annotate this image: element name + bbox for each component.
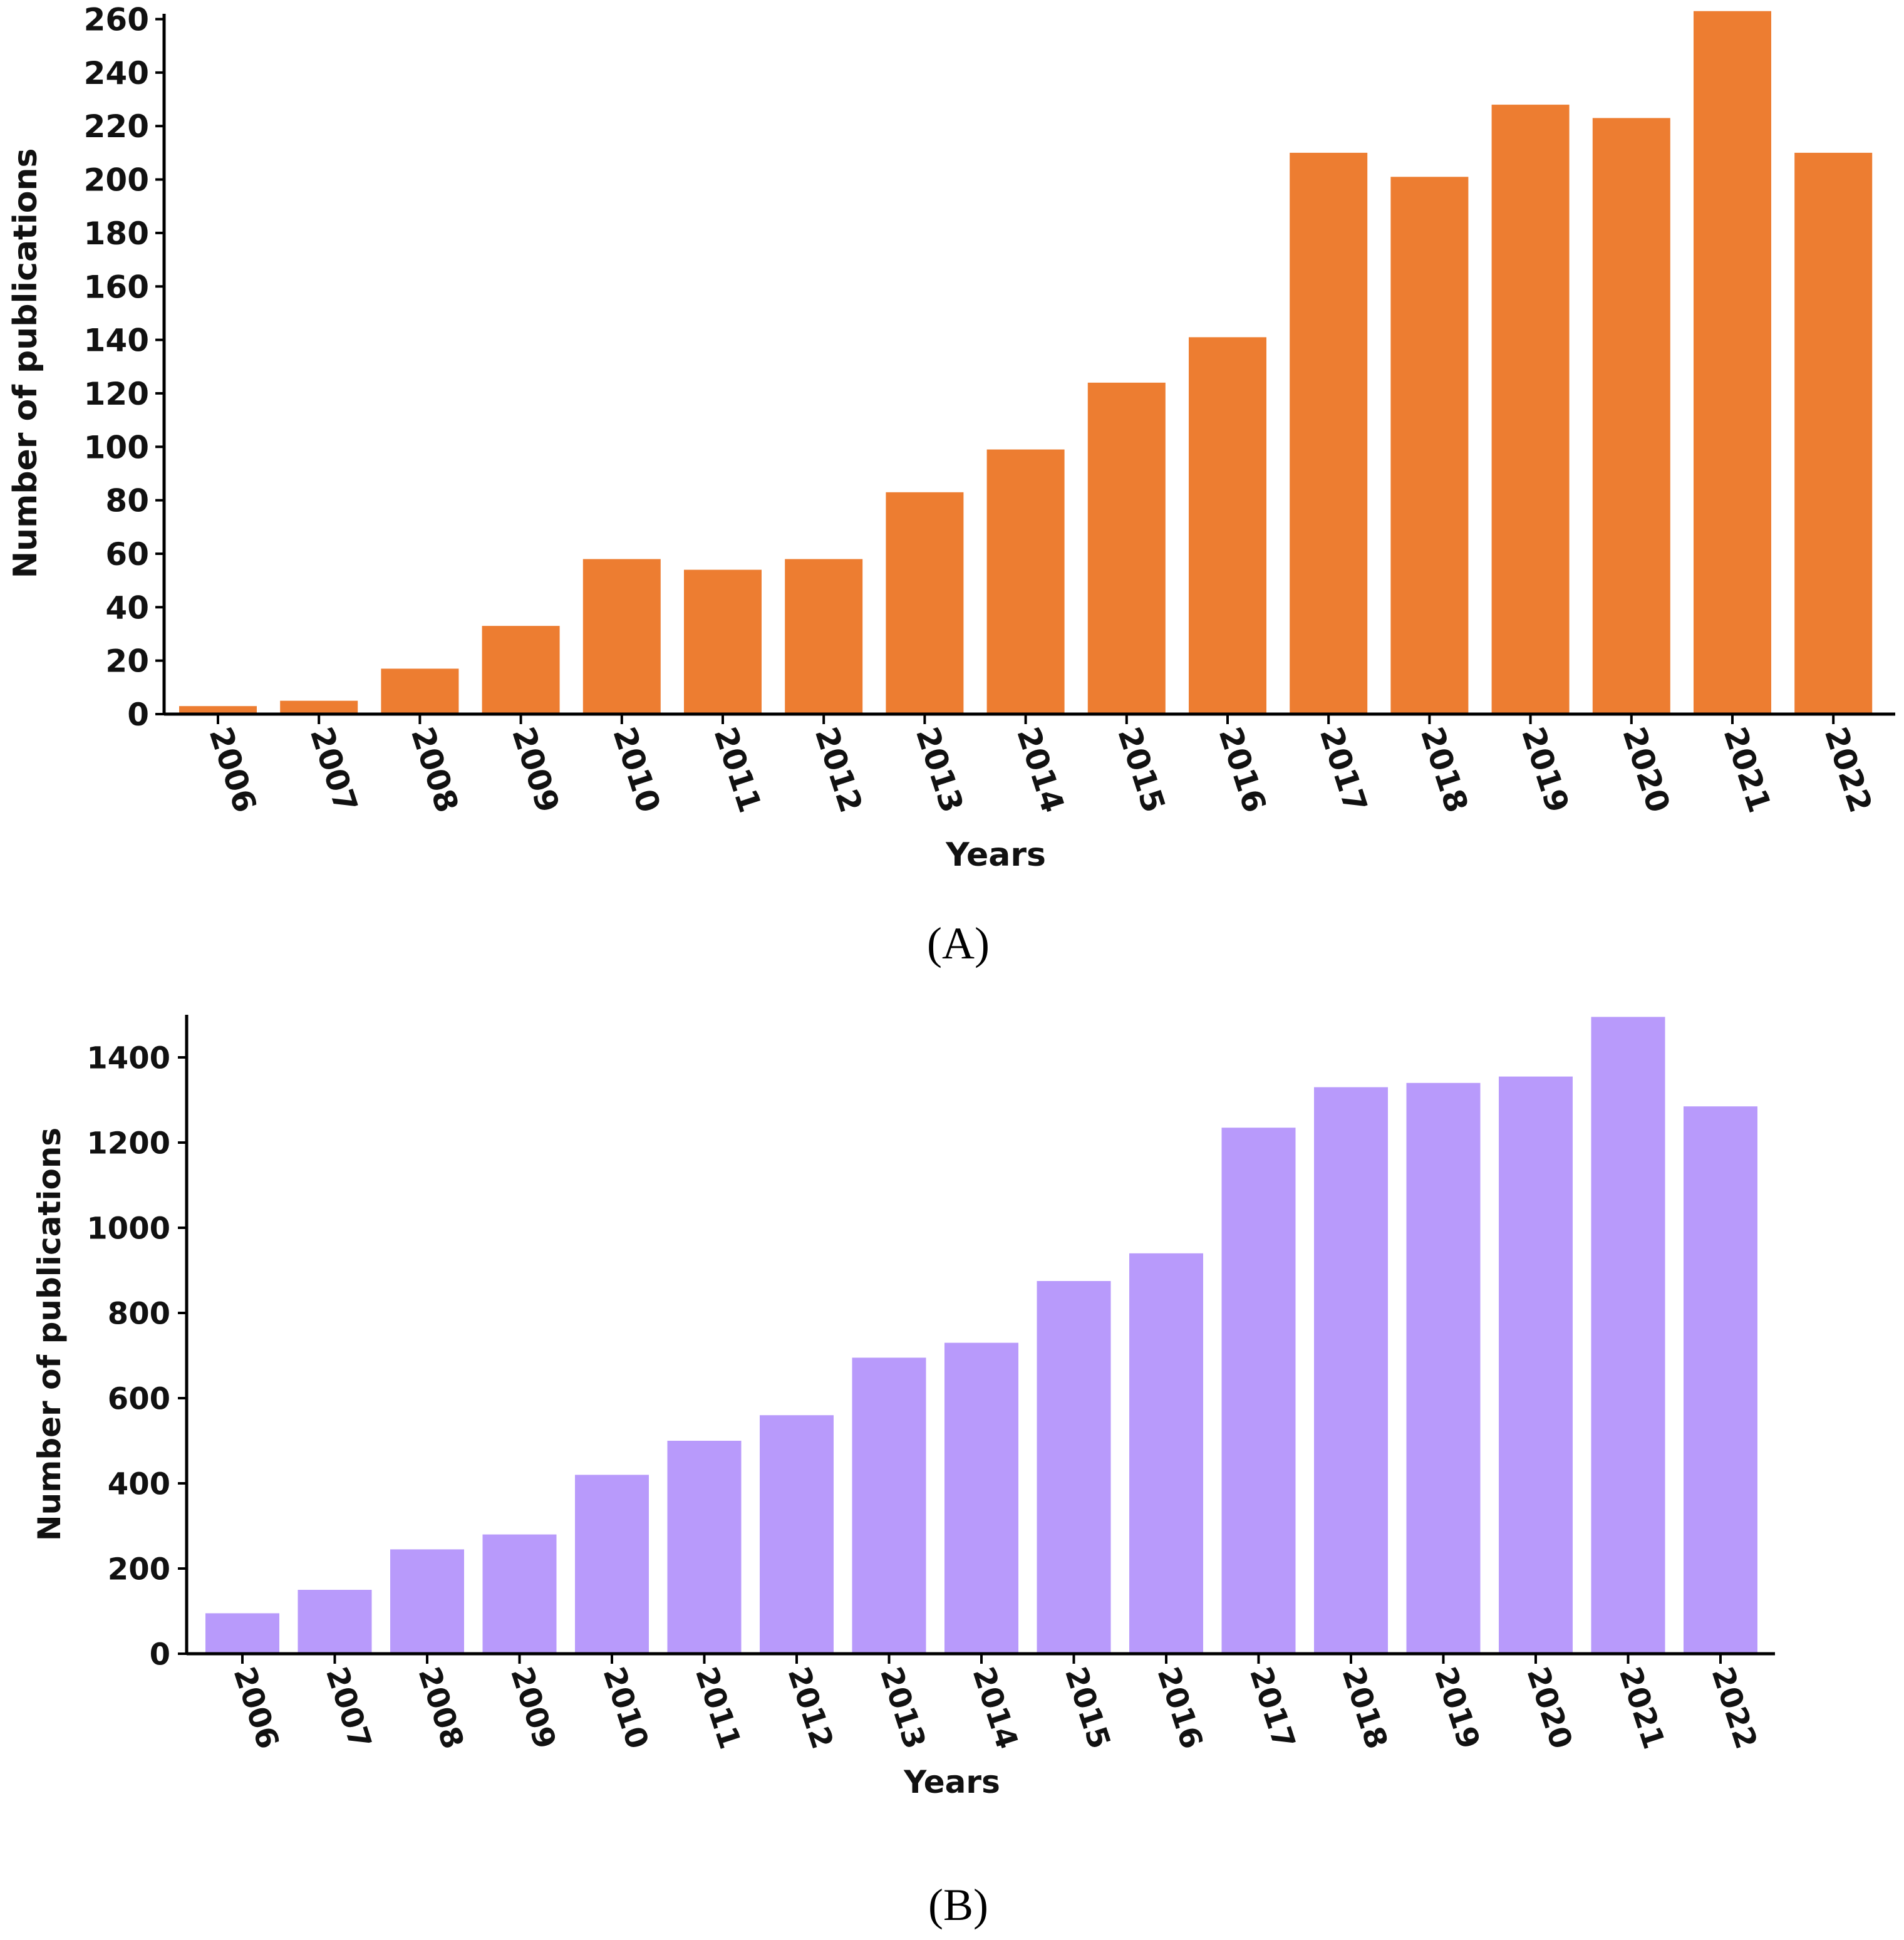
bar-a-2015 xyxy=(1087,382,1166,714)
x-tick-label-b-2022: 2022 xyxy=(1705,1662,1764,1753)
panel-label-a: (A) xyxy=(927,918,990,968)
x-tick-label-a-2006: 2006 xyxy=(202,723,264,817)
x-tick-label-a-2009: 2009 xyxy=(505,723,566,817)
bar-b-2007 xyxy=(298,1590,372,1654)
y-tick-label-a-260: 260 xyxy=(84,2,149,38)
x-tick-label-b-2012: 2012 xyxy=(781,1662,841,1753)
bar-a-2014 xyxy=(986,449,1065,714)
bar-b-2021 xyxy=(1591,1017,1665,1654)
x-tick-label-b-2013: 2013 xyxy=(873,1662,933,1753)
y-tick-label-b-800: 800 xyxy=(108,1296,170,1331)
y-tick-label-a-240: 240 xyxy=(84,55,149,91)
bar-b-2013 xyxy=(852,1357,926,1654)
x-tick-label-a-2011: 2011 xyxy=(707,723,768,817)
x-tick-label-b-2016: 2016 xyxy=(1151,1662,1210,1753)
x-tick-label-a-2019: 2019 xyxy=(1514,723,1576,817)
bar-b-2014 xyxy=(944,1342,1018,1654)
x-tick-label-b-2008: 2008 xyxy=(411,1662,471,1753)
bar-b-2019 xyxy=(1406,1082,1481,1654)
x-tick-label-a-2016: 2016 xyxy=(1212,723,1273,817)
y-tick-label-b-1400: 1400 xyxy=(86,1040,170,1076)
bar-b-2018 xyxy=(1314,1087,1388,1654)
bar-a-2013 xyxy=(886,492,964,714)
bar-b-2022 xyxy=(1684,1106,1757,1654)
bar-b-2009 xyxy=(482,1534,557,1654)
y-tick-label-a-20: 20 xyxy=(105,643,149,680)
x-tick-label-b-2019: 2019 xyxy=(1427,1662,1487,1753)
y-tick-label-a-160: 160 xyxy=(84,269,149,305)
bar-a-2007 xyxy=(280,700,358,714)
y-tick-label-a-60: 60 xyxy=(105,536,149,573)
bar-a-2009 xyxy=(482,626,560,714)
bar-a-2008 xyxy=(381,668,459,714)
bar-a-2012 xyxy=(785,559,863,714)
x-tick-label-b-2014: 2014 xyxy=(966,1662,1025,1753)
bar-a-2010 xyxy=(582,559,661,714)
y-axis-title-b: Number of publications xyxy=(31,1128,68,1541)
x-tick-label-a-2021: 2021 xyxy=(1717,723,1778,817)
y-tick-label-b-1200: 1200 xyxy=(86,1126,170,1161)
x-tick-label-a-2013: 2013 xyxy=(909,723,970,817)
x-tick-label-b-2015: 2015 xyxy=(1058,1662,1117,1753)
x-tick-label-b-2006: 2006 xyxy=(227,1662,286,1753)
x-tick-label-a-2007: 2007 xyxy=(303,723,365,817)
x-tick-label-b-2011: 2011 xyxy=(688,1662,748,1753)
x-tick-label-a-2022: 2022 xyxy=(1818,723,1879,817)
x-axis-title-b: Years xyxy=(903,1764,1000,1800)
x-tick-label-a-2020: 2020 xyxy=(1615,723,1677,817)
y-tick-label-a-180: 180 xyxy=(84,215,149,252)
bar-b-2020 xyxy=(1499,1076,1573,1654)
bar-a-2019 xyxy=(1491,105,1570,714)
bar-b-2011 xyxy=(667,1441,742,1654)
x-tick-label-b-2017: 2017 xyxy=(1243,1662,1302,1753)
y-tick-label-a-40: 40 xyxy=(105,589,149,626)
y-tick-label-b-600: 600 xyxy=(108,1381,170,1416)
x-tick-label-b-2009: 2009 xyxy=(504,1662,563,1753)
y-tick-label-a-200: 200 xyxy=(84,162,149,199)
x-tick-label-a-2014: 2014 xyxy=(1010,723,1071,817)
x-axis-title-a: Years xyxy=(945,836,1046,874)
bar-a-2011 xyxy=(684,569,762,714)
bar-a-2016 xyxy=(1189,337,1266,714)
x-tick-label-b-2007: 2007 xyxy=(319,1662,378,1753)
y-tick-label-a-120: 120 xyxy=(84,376,149,412)
x-tick-label-a-2010: 2010 xyxy=(606,723,667,817)
y-tick-label-a-220: 220 xyxy=(84,108,149,145)
x-tick-label-b-2018: 2018 xyxy=(1335,1662,1395,1753)
bar-b-2006 xyxy=(205,1613,279,1654)
x-tick-label-b-2010: 2010 xyxy=(596,1662,656,1753)
x-tick-label-b-2021: 2021 xyxy=(1612,1662,1672,1753)
bar-a-2021 xyxy=(1694,11,1771,715)
bar-b-2016 xyxy=(1129,1253,1203,1654)
x-tick-label-a-2012: 2012 xyxy=(808,723,869,817)
bar-a-2006 xyxy=(179,706,257,714)
y-tick-label-b-200: 200 xyxy=(108,1552,170,1587)
x-tick-label-a-2015: 2015 xyxy=(1110,723,1172,817)
bar-b-2008 xyxy=(390,1549,464,1654)
y-axis-title-a: Number of publications xyxy=(7,148,44,579)
x-tick-label-b-2020: 2020 xyxy=(1520,1662,1580,1753)
bar-b-2012 xyxy=(760,1415,834,1654)
bar-a-2020 xyxy=(1592,118,1670,714)
y-tick-label-a-100: 100 xyxy=(84,429,149,465)
y-tick-label-b-0: 0 xyxy=(150,1637,170,1672)
bar-b-2015 xyxy=(1037,1281,1111,1654)
y-tick-label-b-1000: 1000 xyxy=(86,1211,170,1246)
bar-b-2017 xyxy=(1221,1128,1296,1654)
x-tick-label-a-2017: 2017 xyxy=(1313,723,1374,817)
bar-a-2022 xyxy=(1794,152,1873,714)
y-tick-label-a-0: 0 xyxy=(127,697,149,733)
chart-a: 0 20 40 60 80 100 120 140 160 180 200 220 240 260 2006… xyxy=(7,2,1895,874)
chart-b: 0 200 400 600 800 1000 1200 1400 2006 2007 2008 200… xyxy=(31,1015,1775,1800)
y-tick-label-a-80: 80 xyxy=(105,483,149,519)
bar-a-2018 xyxy=(1390,177,1469,714)
x-tick-label-a-2018: 2018 xyxy=(1414,723,1475,817)
bar-b-2010 xyxy=(575,1475,649,1654)
y-tick-label-b-400: 400 xyxy=(108,1466,170,1502)
bar-a-2017 xyxy=(1290,152,1368,714)
panel-label-b: (B) xyxy=(928,1880,988,1930)
y-tick-label-a-140: 140 xyxy=(84,323,149,359)
x-tick-label-a-2008: 2008 xyxy=(404,723,465,817)
